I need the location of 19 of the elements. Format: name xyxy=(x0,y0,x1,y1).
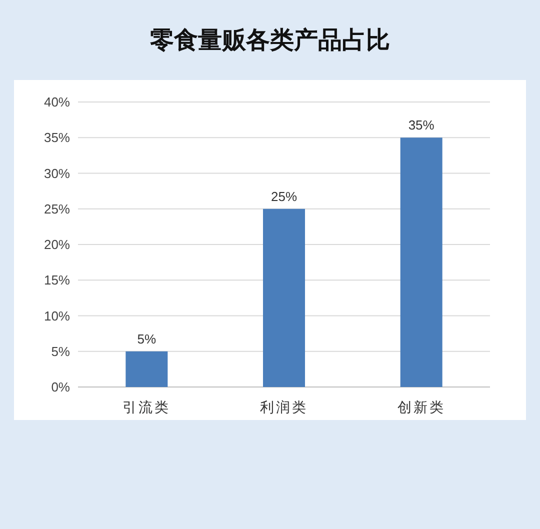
y-tick-label: 15% xyxy=(44,272,70,288)
data-label: 5% xyxy=(137,331,156,346)
chart-title: 零食量贩各类产品占比 xyxy=(150,27,390,54)
y-tick-label: 30% xyxy=(44,166,70,181)
data-label: 35% xyxy=(408,118,435,133)
x-tick-label: 利润类 xyxy=(260,399,308,415)
bar xyxy=(126,351,168,387)
x-tick-label: 创新类 xyxy=(397,399,446,415)
y-tick-label: 35% xyxy=(44,130,70,146)
bar xyxy=(400,138,442,387)
y-tick-label: 20% xyxy=(44,237,70,252)
y-tick-label: 10% xyxy=(44,308,70,324)
y-tick-label: 25% xyxy=(44,201,70,216)
y-tick-label: 40% xyxy=(44,94,70,110)
data-label: 25% xyxy=(270,188,298,204)
x-tick-label: 引流类 xyxy=(122,399,171,415)
y-tick-label: 5% xyxy=(51,344,70,359)
y-tick-label: 0% xyxy=(51,380,70,394)
bar xyxy=(263,208,305,387)
